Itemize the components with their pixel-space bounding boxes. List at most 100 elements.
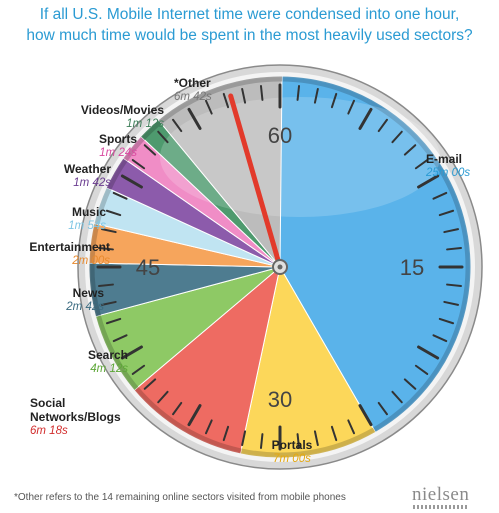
tick-mark xyxy=(241,87,247,104)
title-line-1: If all U.S. Mobile Internet time were co… xyxy=(39,6,460,23)
label-sports: Sports 1m 24s xyxy=(60,132,137,160)
tick-mark xyxy=(143,144,157,156)
tick-mark xyxy=(446,283,463,288)
clock-hub-center xyxy=(277,264,283,270)
label-other-value: 6m 42s xyxy=(174,91,212,103)
tick-mark xyxy=(432,334,448,343)
tick-mark xyxy=(131,364,146,375)
label-search: Search 4m 12s xyxy=(40,348,128,376)
label-weather: Weather 1m 42s xyxy=(40,162,111,190)
tick-mark xyxy=(432,191,448,200)
label-portals: Portals 7m 00s xyxy=(262,438,322,466)
tick-mark xyxy=(296,84,301,101)
label-videos: Videos/Movies 1m 12s xyxy=(60,103,164,131)
dial-number-60: 60 xyxy=(268,123,292,148)
tick-mark xyxy=(414,159,429,170)
label-entertainment-value: 2m 00s xyxy=(72,255,110,267)
tick-mark xyxy=(259,433,264,450)
tick-mark xyxy=(443,300,460,306)
pie-rim-10 xyxy=(158,76,282,125)
tick-mark xyxy=(187,404,202,427)
tick-mark xyxy=(172,401,183,416)
tick-mark xyxy=(97,246,114,251)
tick-mark xyxy=(105,317,122,325)
brand-logo-dots xyxy=(413,505,469,509)
label-social-name: Social Networks/Blogs xyxy=(30,396,121,424)
tick-mark xyxy=(97,283,114,288)
tick-mark xyxy=(377,118,388,133)
label-search-name: Search xyxy=(87,348,128,362)
label-sports-name: Sports xyxy=(98,132,137,146)
label-other: *Other 6m 42s xyxy=(174,76,212,104)
tick-mark xyxy=(204,419,213,435)
tick-mark xyxy=(222,425,230,442)
tick-mark xyxy=(120,345,143,360)
tick-mark xyxy=(358,404,373,427)
tick-mark xyxy=(157,390,169,404)
tick-mark xyxy=(403,144,417,156)
tick-mark xyxy=(391,390,403,404)
tick-mark xyxy=(172,118,183,133)
tick-mark xyxy=(443,228,460,234)
label-videos-name: Videos/Movies xyxy=(80,103,164,117)
label-news: News 2m 42s xyxy=(40,286,104,314)
tick-mark xyxy=(330,92,338,109)
label-weather-name: Weather xyxy=(63,162,111,176)
label-music-value: 1m 54s xyxy=(68,220,106,232)
label-news-name: News xyxy=(72,286,104,300)
pie-rim-4 xyxy=(89,263,101,317)
tick-mark xyxy=(296,433,301,450)
tick-mark xyxy=(241,430,247,447)
title-line-2: how much time would be spent in the most… xyxy=(26,27,473,44)
tick-mark xyxy=(403,378,417,390)
label-portals-name: Portals xyxy=(271,438,313,452)
tick-mark xyxy=(438,317,455,325)
tick-mark xyxy=(446,246,463,251)
label-social: Social Networks/Blogs 6m 18s xyxy=(30,396,152,438)
tick-mark xyxy=(313,87,319,104)
chart-title: If all U.S. Mobile Internet time were co… xyxy=(0,4,499,46)
dial-number-30: 30 xyxy=(268,387,292,412)
tick-mark xyxy=(187,107,202,130)
label-sports-value: 1m 24s xyxy=(99,147,137,159)
gloss-highlight xyxy=(160,97,440,217)
dial-number-15: 15 xyxy=(400,255,424,280)
tick-mark xyxy=(391,130,403,144)
tick-mark xyxy=(157,130,169,144)
label-music: Music 1m 54s xyxy=(40,205,106,233)
label-search-value: 4m 12s xyxy=(90,363,128,375)
label-news-value: 2m 42s xyxy=(66,301,104,313)
tick-mark xyxy=(143,378,157,390)
label-entertainment-name: Entertainment xyxy=(29,240,110,254)
tick-mark xyxy=(100,300,117,306)
pie-rim-3 xyxy=(95,315,139,390)
label-portals-value: 7m 00s xyxy=(273,453,311,465)
tick-mark xyxy=(112,191,128,200)
label-music-name: Music xyxy=(71,205,106,219)
clock-hand xyxy=(228,93,283,270)
tick-mark xyxy=(112,334,128,343)
label-videos-value: 1m 12s xyxy=(126,118,164,130)
tick-mark xyxy=(417,174,440,189)
tick-mark xyxy=(347,419,356,435)
tick-mark xyxy=(417,345,440,360)
tick-mark xyxy=(358,107,373,130)
tick-mark xyxy=(377,401,388,416)
tick-mark xyxy=(330,425,338,442)
label-social-value: 6m 18s xyxy=(30,425,68,437)
pie-rim-0 xyxy=(279,76,471,432)
tick-mark xyxy=(131,159,146,170)
tick-mark xyxy=(347,99,356,115)
pie-rim-1 xyxy=(240,427,376,458)
pie-rim-2 xyxy=(134,386,242,454)
label-entertainment: Entertainment 2m 00s xyxy=(10,240,110,268)
tick-mark xyxy=(100,228,117,234)
tick-mark xyxy=(438,209,455,217)
tick-mark xyxy=(120,174,143,189)
tick-mark xyxy=(204,99,213,115)
label-email-value: 25m 00s xyxy=(426,167,471,179)
tick-mark xyxy=(222,92,230,109)
brand-logo: nielsen xyxy=(412,484,470,505)
label-other-name: *Other xyxy=(174,76,211,90)
